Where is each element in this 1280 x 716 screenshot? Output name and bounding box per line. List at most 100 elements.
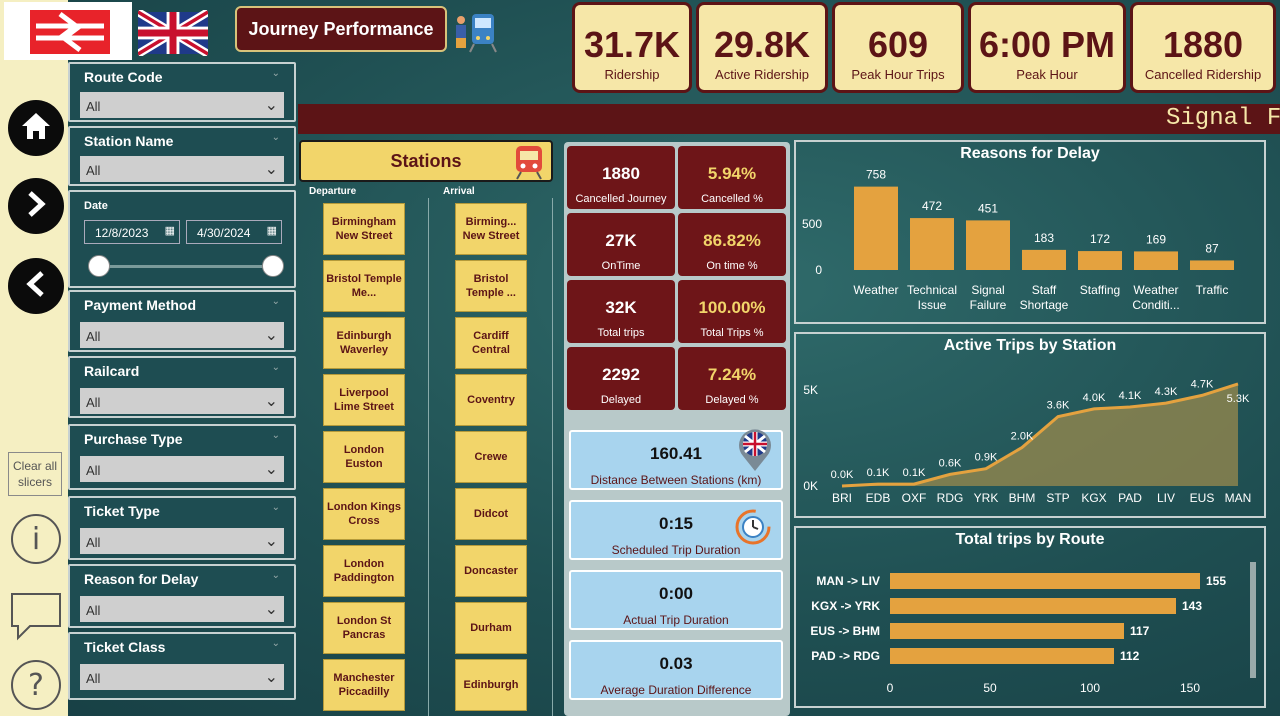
date-from-input[interactable]: 12/8/2023 ▦ (84, 220, 180, 244)
area-fill (842, 383, 1238, 486)
kpi-label: Active Ridership (715, 67, 809, 82)
chart-title: Active Trips by Station (943, 337, 1117, 354)
y-tick-label: 0 (815, 263, 822, 277)
chart-scrollbar[interactable] (1250, 562, 1256, 678)
active-trips-by-station-chart: Active Trips by Station 5K 0K 0.0K BRI 0.1K E… (794, 332, 1266, 518)
departure-station-button[interactable]: London Paddington (323, 545, 405, 597)
chevron-down-icon: ⌄ (271, 296, 280, 307)
metric-ontime-pct: 86.82% On time % (678, 213, 786, 276)
x-tick-label: RDG (937, 491, 964, 505)
metric-label: Total trips (597, 327, 645, 339)
y-tick-label: 0K (803, 479, 818, 493)
payment-method-slicer: Payment Method ⌄ All ⌄ (68, 290, 296, 352)
previous-page-button[interactable] (8, 258, 64, 314)
bar (890, 648, 1114, 664)
data-label: 87 (1205, 241, 1219, 255)
stations-header: Stations (299, 140, 553, 182)
arrival-station-button[interactable]: Edinburgh (455, 659, 527, 711)
data-label: 4.0K (1083, 392, 1106, 404)
info-button[interactable]: i (11, 514, 61, 564)
calendar-icon: ▦ (266, 225, 277, 237)
card-avg-duration-diff: 0.03 Average Duration Difference (569, 640, 783, 700)
date-value: 4/30/2024 (197, 226, 251, 240)
x-tick-label: MAN (1225, 491, 1252, 505)
departure-station-button[interactable]: London Euston (323, 431, 405, 483)
departure-station-button[interactable]: London Kings Cross (323, 488, 405, 540)
help-button[interactable]: ? (11, 660, 61, 710)
arrival-station-button[interactable]: Bristol Temple ... (455, 260, 527, 312)
card-label: Actual Trip Duration (623, 613, 729, 627)
y-tick-label: 5K (803, 383, 818, 397)
x-tick-label: BRI (832, 491, 852, 505)
rail-logo-icon (30, 10, 110, 54)
date-range-start-handle[interactable] (88, 255, 110, 277)
bar (966, 220, 1010, 270)
ticket-type-slicer: Ticket Type ⌄ All ⌄ (68, 496, 296, 560)
purchase-type-dropdown[interactable]: All ⌄ (80, 456, 284, 482)
calendar-icon: ▦ (164, 225, 175, 237)
metric-delayed-pct: 7.24% Delayed % (678, 347, 786, 410)
metric-value: 86.82% (703, 231, 761, 250)
slicer-title: Ticket Class (84, 639, 166, 655)
route-code-dropdown[interactable]: All ⌄ (80, 92, 284, 118)
x-tick-label: Conditi... (1132, 298, 1179, 312)
next-page-button[interactable] (8, 178, 64, 234)
kpi-value: 31.7K (583, 24, 681, 65)
total-trips-by-route-chart: Total trips by Route MAN -> LIV 155 KGX ->… (794, 526, 1266, 708)
arrival-station-button[interactable]: Coventry (455, 374, 527, 426)
dropdown-value: All (86, 395, 101, 410)
departure-station-button[interactable]: Liverpool Lime Street (323, 374, 405, 426)
metric-value: 7.24% (707, 365, 757, 384)
slicer-title: Ticket Type (84, 503, 160, 519)
ticket-type-dropdown[interactable]: All ⌄ (80, 528, 284, 554)
metric-delayed: 2292 Delayed (567, 347, 675, 410)
data-label: 3.6K (1047, 400, 1070, 412)
departure-station-button[interactable]: Edinburgh Waverley (323, 317, 405, 369)
station-name-slicer: Station Name ⌄ All ⌄ (68, 126, 296, 186)
railcard-dropdown[interactable]: All ⌄ (80, 388, 284, 414)
date-to-input[interactable]: 4/30/2024 ▦ (186, 220, 282, 244)
metric-ontime: 27K OnTime (567, 213, 675, 276)
home-button[interactable] (8, 100, 64, 156)
chevron-down-icon: ⌄ (264, 327, 278, 344)
payment-method-dropdown[interactable]: All ⌄ (80, 322, 284, 348)
reasons-for-delay-chart: Reasons for Delay 500 0 758 Weather 472 Techn… (794, 140, 1266, 324)
ticket-class-dropdown[interactable]: All ⌄ (80, 664, 284, 690)
data-label: 172 (1090, 232, 1110, 246)
departure-station-button[interactable]: London St Pancras (323, 602, 405, 654)
departure-station-button[interactable]: Bristol Temple Me... (323, 260, 405, 312)
comment-button[interactable] (10, 590, 64, 642)
arrival-station-button[interactable]: Cardiff Central (455, 317, 527, 369)
x-tick-label: 150 (1180, 681, 1200, 695)
bar (1022, 249, 1066, 270)
departure-station-button[interactable]: Birmingham New Street (323, 203, 405, 255)
metric-label: Cancelled Journey (575, 193, 667, 205)
data-label: 451 (978, 201, 998, 215)
arrival-station-button[interactable]: Didcot (455, 488, 527, 540)
arrival-station-button[interactable]: Crewe (455, 431, 527, 483)
station-name-dropdown[interactable]: All ⌄ (80, 156, 284, 182)
arrival-station-button[interactable]: Durham (455, 602, 527, 654)
bar (890, 598, 1176, 614)
date-range-track (98, 265, 274, 268)
uk-map-pin-icon (737, 428, 773, 477)
departure-station-button[interactable]: Manchester Piccadilly (323, 659, 405, 711)
slicer-title: Station Name (84, 133, 174, 149)
card-value: 0:00 (658, 584, 694, 603)
arrival-station-button[interactable]: Doncaster (455, 545, 527, 597)
data-label: 2.0K (1011, 430, 1034, 442)
slicer-title: Reason for Delay (84, 571, 199, 587)
clear-all-slicers-button[interactable]: Clear all slicers (8, 452, 62, 496)
chevron-down-icon: ⌄ (264, 97, 278, 114)
scrolling-banner: Signal F (298, 104, 1280, 134)
clock-icon (733, 506, 773, 553)
data-label: 117 (1130, 624, 1150, 638)
dropdown-value: All (86, 163, 101, 178)
route-code-slicer: Route Code ⌄ All ⌄ (68, 62, 296, 122)
speech-bubble-icon (10, 593, 64, 646)
metric-value: 32K (605, 298, 637, 317)
reason-for-delay-dropdown[interactable]: All ⌄ (80, 596, 284, 622)
arrival-station-button[interactable]: Birming... New Street (455, 203, 527, 255)
card-value: 0.03 (659, 654, 693, 673)
date-range-end-handle[interactable] (262, 255, 284, 277)
